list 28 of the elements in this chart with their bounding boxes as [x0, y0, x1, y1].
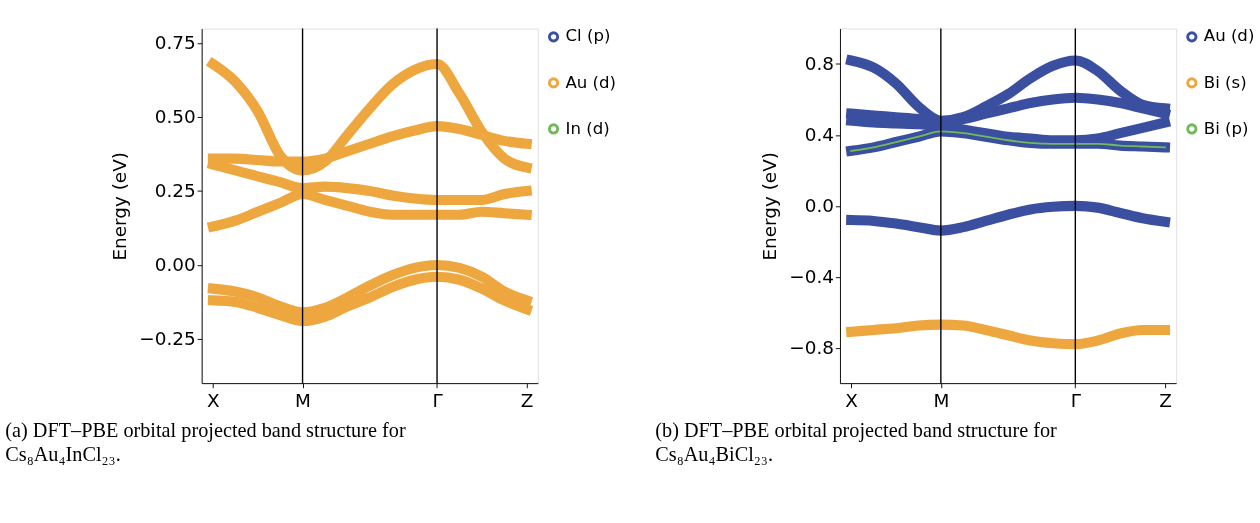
x-tick-label: Γ — [1070, 389, 1082, 411]
y-tick-label: 0.50 — [154, 106, 196, 128]
x-tick-label: Γ — [432, 389, 444, 411]
y-tick-label: −0.4 — [789, 265, 835, 287]
y-tick-label: 0.75 — [154, 32, 196, 54]
legend-label: Au (d) — [565, 72, 617, 92]
y-tick-label: 0.4 — [804, 123, 835, 145]
y-tick-label: 0.0 — [804, 194, 835, 216]
x-tick-label: Z — [520, 389, 534, 411]
y-tick-label: 0.8 — [804, 53, 835, 74]
y-tick-label: 0.25 — [154, 180, 196, 202]
y-tick-label: −0.25 — [139, 327, 196, 349]
x-tick-label: Z — [1159, 389, 1172, 411]
legend-label: Bi (p) — [1203, 118, 1249, 138]
legend-label: Bi (s) — [1203, 72, 1247, 92]
y-tick-label: 0.00 — [154, 253, 196, 275]
y-axis-title: Energy (eV) — [109, 152, 131, 261]
text: (a) DFT–PBE orbital projected band structure for Cs₈Au₄InCl₂₃. — [5, 418, 406, 466]
x-tick-label: X — [207, 389, 221, 411]
x-tick-label: M — [933, 389, 950, 411]
y-axis-title: Energy (eV) — [759, 152, 781, 261]
legend-label: In (d) — [565, 118, 610, 138]
legend-label: Cl (p) — [565, 26, 611, 46]
text: (b) DFT–PBE orbital projected band structure for Cs₈Au₄BiCl₂₃. — [655, 418, 1058, 466]
y-tick-label: −0.8 — [789, 336, 835, 358]
legend-label: Au (d) — [1203, 26, 1255, 46]
x-tick-label: M — [295, 389, 311, 411]
x-tick-label: X — [845, 389, 859, 411]
